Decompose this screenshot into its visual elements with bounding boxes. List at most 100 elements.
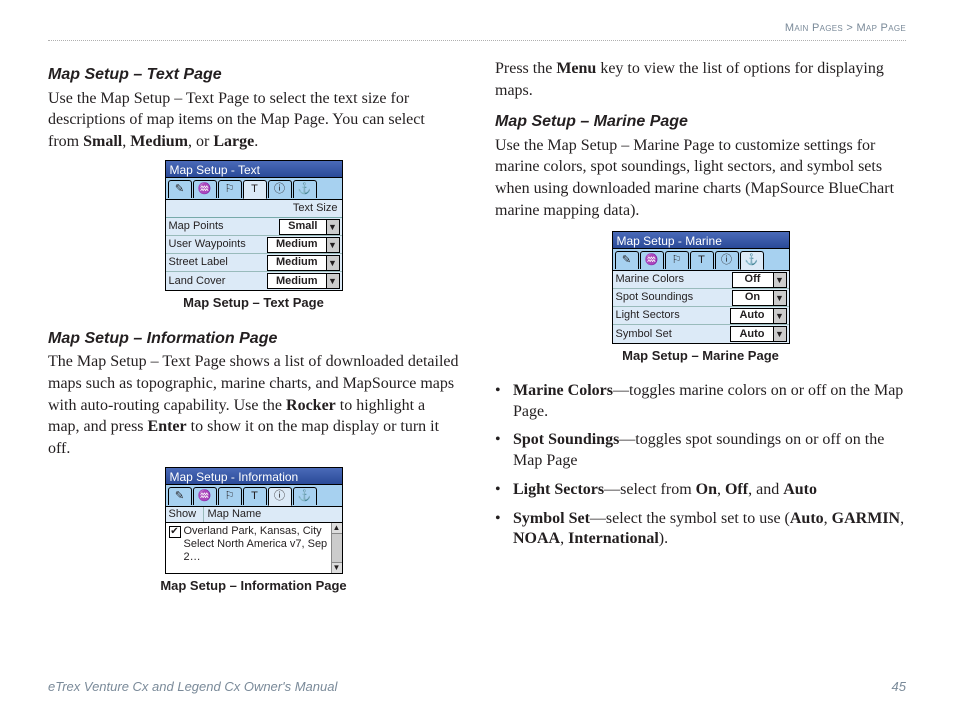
txt: Press the [495,60,556,77]
tab-text-icon[interactable]: T [243,180,267,199]
panel-section-label: Text Size [166,200,342,218]
dropdown-land-cover[interactable]: Medium▼ [267,273,340,289]
kw-large: Large [213,133,254,150]
dropdown-map-points[interactable]: Small▼ [279,219,339,235]
row-label: Street Label [166,255,267,270]
footer: eTrex Venture Cx and Legend Cx Owner's M… [48,679,906,694]
row-land-cover: Land Cover Medium▼ [166,272,342,290]
row-label: Symbol Set [613,327,731,342]
checkbox-icon[interactable]: ✔ [169,526,181,538]
row-map-points: Map Points Small▼ [166,218,342,236]
device-panel: Marine Colors Off▼ Spot Soundings On▼ Li… [613,271,789,343]
kw: GARMIN [832,510,900,527]
breadcrumb: Main Pages > Map Page [785,22,906,34]
breadcrumb-sub: Map Page [856,22,906,34]
tab-marine-icon[interactable]: ⚓ [293,180,317,198]
scrollbar[interactable]: ▲ ▼ [331,523,342,573]
bullet-term: Spot Soundings [513,431,619,448]
tab-marine-icon[interactable]: ⚓ [293,487,317,505]
para-press-menu: Press the Menu key to view the list of o… [495,58,906,101]
dropdown-value: Medium [268,274,326,289]
txt: , [824,510,832,527]
heading-marine-page: Map Setup – Marine Page [495,111,906,133]
dropdown-value: Medium [268,237,326,252]
device-title: Map Setup - Information [166,468,342,485]
tab-points-icon[interactable]: ⚐ [218,487,242,505]
tab-info-icon[interactable]: ⓘ [268,180,292,198]
figure-marine-device: Map Setup - Marine ✎ ♒ ⚐ T ⓘ ⚓ Marine Co… [612,231,790,344]
col-show: Show [166,507,204,522]
chevron-down-icon: ▼ [773,273,786,287]
row-label: Map Points [166,219,280,234]
tab-info-icon[interactable]: ⓘ [268,487,292,506]
txt: , [900,510,904,527]
map-item[interactable]: Overland Park, Kansas, City Select North… [184,525,329,563]
device-title: Map Setup - Marine [613,232,789,249]
txt: ). [659,530,668,547]
caption-info-page: Map Setup – Information Page [48,577,459,595]
dropdown-symbol-set[interactable]: Auto▼ [730,326,786,342]
row-spot-soundings: Spot Soundings On▼ [613,289,789,307]
bullet-symbol-set: •Symbol Set—select the symbol set to use… [495,509,906,551]
dropdown-marine-colors[interactable]: Off▼ [732,272,787,288]
kw-menu: Menu [556,60,596,77]
bullet-term: Marine Colors [513,382,613,399]
row-label: Marine Colors [613,272,732,287]
chevron-down-icon: ▼ [773,327,786,341]
row-label: Land Cover [166,274,267,289]
device-title: Map Setup - Text [166,161,342,178]
txt: . [254,133,258,150]
footer-title: eTrex Venture Cx and Legend Cx Owner's M… [48,679,337,694]
row-street-label: Street Label Medium▼ [166,254,342,272]
tab-text-icon[interactable]: T [690,251,714,269]
dropdown-value: Off [733,272,773,287]
info-body: ✔ Overland Park, Kansas, City Select Nor… [166,523,342,573]
tab-points-icon[interactable]: ⚐ [218,180,242,198]
tab-marine-icon[interactable]: ⚓ [740,251,764,270]
bullet-text: —select from [604,481,696,498]
dropdown-spot-soundings[interactable]: On▼ [732,290,787,306]
bullet-list: •Marine Colors—toggles marine colors on … [495,381,906,551]
breadcrumb-sep: > [843,22,856,34]
tab-text-icon[interactable]: T [243,487,267,505]
device-tabbar: ✎ ♒ ⚐ T ⓘ ⚓ [166,485,342,507]
tab-tracks-icon[interactable]: ♒ [193,180,217,198]
para-text-page: Use the Map Setup – Text Page to select … [48,88,459,153]
bullet-light-sectors: •Light Sectors—select from On, Off, and … [495,480,906,501]
tab-tracks-icon[interactable]: ♒ [193,487,217,505]
row-light-sectors: Light Sectors Auto▼ [613,307,789,325]
left-column: Map Setup – Text Page Use the Map Setup … [48,58,459,611]
chevron-down-icon: ▼ [326,256,339,270]
chevron-down-icon: ▼ [773,291,786,305]
caption-marine-page: Map Setup – Marine Page [495,347,906,365]
scroll-up-icon[interactable]: ▲ [332,523,342,534]
tab-general-icon[interactable]: ✎ [168,487,192,505]
dropdown-user-waypoints[interactable]: Medium▼ [267,237,340,253]
tab-general-icon[interactable]: ✎ [168,180,192,198]
kw-rocker: Rocker [286,397,336,414]
txt: , [717,481,725,498]
tab-tracks-icon[interactable]: ♒ [640,251,664,269]
row-label: User Waypoints [166,237,267,252]
kw-small: Small [83,133,122,150]
device-tabbar: ✎ ♒ ⚐ T ⓘ ⚓ [166,178,342,200]
row-label: Spot Soundings [613,290,732,305]
para-info-page: The Map Setup – Text Page shows a list o… [48,351,459,459]
tab-points-icon[interactable]: ⚐ [665,251,689,269]
dropdown-light-sectors[interactable]: Auto▼ [730,308,786,324]
bullet-text: —select the symbol set to use ( [590,510,790,527]
bullet-term: Symbol Set [513,510,590,527]
chevron-down-icon: ▼ [326,220,339,234]
tab-general-icon[interactable]: ✎ [615,251,639,269]
bullet-term: Light Sectors [513,481,604,498]
col-mapname: Map Name [204,507,262,522]
row-label: Light Sectors [613,308,731,323]
dropdown-street-label[interactable]: Medium▼ [267,255,340,271]
dropdown-value: Medium [268,255,326,270]
scroll-down-icon[interactable]: ▼ [332,562,342,573]
row-symbol-set: Symbol Set Auto▼ [613,325,789,343]
device-panel: Text Size Map Points Small▼ User Waypoin… [166,200,342,290]
tab-info-icon[interactable]: ⓘ [715,251,739,269]
device-tabbar: ✎ ♒ ⚐ T ⓘ ⚓ [613,249,789,271]
chevron-down-icon: ▼ [326,274,339,288]
